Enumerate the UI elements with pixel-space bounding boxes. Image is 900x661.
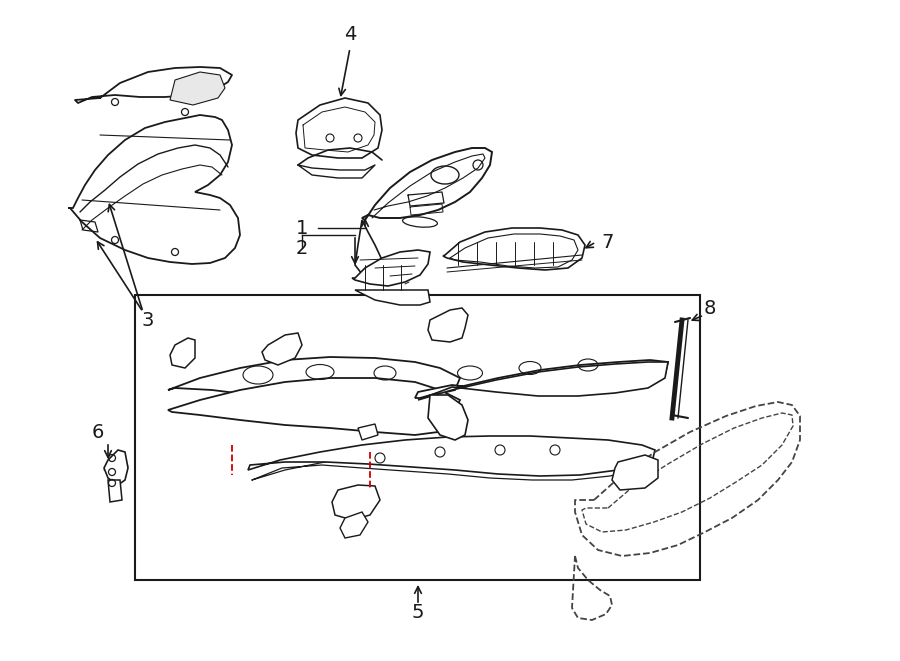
Polygon shape xyxy=(168,378,460,435)
Polygon shape xyxy=(340,512,368,538)
Polygon shape xyxy=(104,450,128,485)
Polygon shape xyxy=(428,308,468,342)
Polygon shape xyxy=(428,395,468,440)
Text: 5: 5 xyxy=(412,602,424,621)
Polygon shape xyxy=(68,115,240,264)
Polygon shape xyxy=(443,228,585,270)
Polygon shape xyxy=(352,250,430,286)
Polygon shape xyxy=(358,424,378,440)
Polygon shape xyxy=(612,455,658,490)
Polygon shape xyxy=(418,362,668,400)
Text: 6: 6 xyxy=(92,422,104,442)
Bar xyxy=(135,295,700,580)
Polygon shape xyxy=(362,148,492,220)
Text: 2: 2 xyxy=(296,239,308,258)
Text: 8: 8 xyxy=(704,299,716,317)
Polygon shape xyxy=(262,333,302,365)
Polygon shape xyxy=(108,480,122,502)
Text: 4: 4 xyxy=(344,26,356,44)
Polygon shape xyxy=(355,290,430,305)
Polygon shape xyxy=(170,72,225,105)
Text: 7: 7 xyxy=(602,233,614,251)
Polygon shape xyxy=(248,436,655,476)
Polygon shape xyxy=(415,360,668,398)
Polygon shape xyxy=(355,220,390,278)
Polygon shape xyxy=(168,357,460,403)
Polygon shape xyxy=(170,338,195,368)
Polygon shape xyxy=(332,485,380,520)
Text: 3: 3 xyxy=(142,311,154,329)
Polygon shape xyxy=(296,98,382,158)
Text: 1: 1 xyxy=(296,219,308,237)
